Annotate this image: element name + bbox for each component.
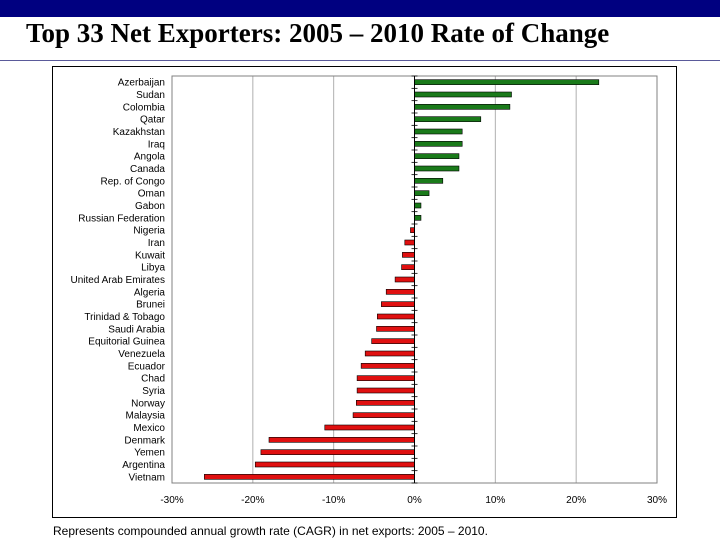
bar xyxy=(402,252,415,258)
page-title: Top 33 Net Exporters: 2005 – 2010 Rate o… xyxy=(26,18,610,48)
bar xyxy=(414,141,463,147)
x-tick-label: -20% xyxy=(241,495,264,506)
category-label: Sudan xyxy=(136,90,165,101)
category-label: Iran xyxy=(148,238,165,249)
category-label: Argentina xyxy=(122,460,165,471)
bar xyxy=(410,227,415,233)
bar xyxy=(260,449,415,455)
category-label: Trinidad & Tobago xyxy=(84,312,165,323)
category-label: Iraq xyxy=(148,139,165,150)
bar xyxy=(376,326,415,332)
title-divider xyxy=(0,60,720,61)
chart-frame: Azerbaijan Sudan Colombia Qatar Kazakhstan Ir… xyxy=(52,66,677,518)
category-label: Colombia xyxy=(123,102,166,113)
category-label: Yemen xyxy=(134,448,165,459)
x-tick-label: 20% xyxy=(566,495,586,506)
bar xyxy=(401,264,415,270)
bar xyxy=(414,91,512,98)
category-label: Libya xyxy=(141,263,165,274)
bar xyxy=(414,215,422,221)
category-label: Saudi Arabia xyxy=(108,324,165,335)
bar xyxy=(414,190,430,196)
bar xyxy=(356,375,415,381)
footnote: Represents compounded annual growth rate… xyxy=(53,524,488,538)
bar xyxy=(385,289,415,295)
category-label: Chad xyxy=(141,374,165,385)
category-label: Denmark xyxy=(124,435,166,446)
bar xyxy=(360,363,415,369)
category-label: Oman xyxy=(138,189,165,200)
category-label: Kuwait xyxy=(135,250,165,261)
header-bar xyxy=(0,0,720,17)
bar xyxy=(381,301,415,307)
category-label: Kazakhstan xyxy=(113,127,165,138)
category-label: Algeria xyxy=(134,287,166,298)
category-label: Ecuador xyxy=(128,361,166,372)
category-label: Vietnam xyxy=(128,472,165,483)
bar xyxy=(355,400,415,406)
category-label: Gabon xyxy=(135,201,165,212)
bar xyxy=(352,412,415,418)
category-label: Norway xyxy=(131,398,165,409)
category-label: Mexico xyxy=(133,423,165,434)
bar xyxy=(414,116,482,122)
category-label: Venezuela xyxy=(118,349,165,360)
bar xyxy=(414,104,511,110)
bar xyxy=(204,474,415,480)
category-label: Rep. of Congo xyxy=(101,176,166,187)
category-label: Brunei xyxy=(136,300,165,311)
category-label: Nigeria xyxy=(133,226,165,237)
bar xyxy=(414,79,600,85)
bar xyxy=(364,350,415,357)
bar xyxy=(324,424,415,431)
bar xyxy=(356,387,415,394)
bar xyxy=(377,313,415,320)
bar xyxy=(414,165,460,172)
category-label: Russian Federation xyxy=(78,213,165,224)
category-label: Azerbaijan xyxy=(118,78,165,89)
x-tick-label: 30% xyxy=(647,495,667,506)
bar-chart: AzerbaijanSudanColombiaQatarKazakhstanIr… xyxy=(71,75,667,506)
category-label: Equitorial Guinea xyxy=(88,337,165,348)
category-label: Canada xyxy=(130,164,165,175)
x-tick-label: -10% xyxy=(322,495,345,506)
x-tick-label: -30% xyxy=(160,495,183,506)
bar xyxy=(404,239,415,246)
bar xyxy=(414,128,463,135)
category-label: Angola xyxy=(134,152,166,163)
x-tick-label: 10% xyxy=(485,495,505,506)
category-label: Malaysia xyxy=(126,411,166,422)
bar xyxy=(394,276,415,283)
category-label: Qatar xyxy=(140,115,166,126)
bar xyxy=(254,461,415,468)
bar xyxy=(268,437,415,443)
bar xyxy=(371,338,415,344)
bar xyxy=(414,153,460,159)
x-tick-label: 0% xyxy=(407,495,422,506)
category-label: United Arab Emirates xyxy=(71,275,166,286)
bar xyxy=(414,178,444,184)
category-label: Syria xyxy=(142,386,165,397)
bar xyxy=(414,202,422,209)
